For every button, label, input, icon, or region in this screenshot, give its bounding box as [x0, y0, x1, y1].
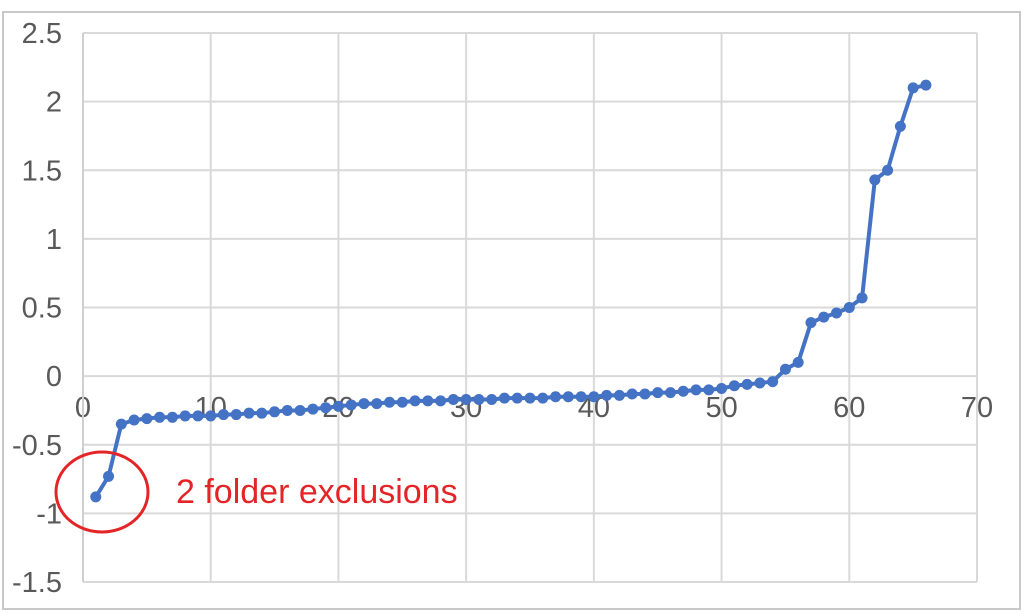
- data-point-marker: [205, 410, 217, 422]
- data-point-marker: [805, 317, 817, 329]
- y-axis-tick-label: 0: [46, 361, 62, 393]
- y-axis-tick-label: 2: [46, 87, 62, 119]
- data-point-marker: [166, 411, 178, 423]
- data-point-marker: [524, 392, 536, 404]
- data-point-marker: [243, 407, 255, 419]
- data-point-marker: [601, 389, 613, 401]
- data-point-marker: [894, 120, 906, 132]
- data-point-marker: [217, 409, 229, 421]
- data-point-marker: [856, 292, 868, 304]
- data-point-marker: [345, 399, 357, 411]
- annotation-ellipse: [54, 450, 150, 534]
- y-axis-tick-label: 1.5: [22, 155, 62, 187]
- annotation-label: 2 folder exclusions: [176, 473, 458, 511]
- data-point-marker: [141, 413, 153, 425]
- data-point-marker: [690, 384, 702, 396]
- x-axis-tick-label: 60: [833, 392, 865, 424]
- data-point-marker: [703, 384, 715, 396]
- data-point-marker: [332, 400, 344, 412]
- data-point-marker: [422, 395, 434, 407]
- data-point-marker: [371, 398, 383, 410]
- y-axis-tick-label: -0.5: [12, 430, 62, 462]
- data-point-marker: [818, 311, 830, 323]
- data-point-marker: [550, 391, 562, 403]
- data-point-marker: [831, 307, 843, 319]
- data-point-marker: [716, 382, 728, 394]
- data-point-marker: [435, 395, 447, 407]
- data-point-marker: [741, 378, 753, 390]
- data-point-marker: [115, 418, 127, 430]
- data-point-marker: [179, 410, 191, 422]
- data-point-marker: [779, 363, 791, 375]
- data-point-marker: [358, 398, 370, 410]
- data-point-marker: [652, 387, 664, 399]
- data-point-marker: [409, 395, 421, 407]
- data-point-marker: [575, 391, 587, 403]
- data-point-marker: [537, 392, 549, 404]
- data-point-marker: [626, 388, 638, 400]
- data-point-marker: [754, 377, 766, 389]
- y-axis-tick-label: -1.5: [12, 567, 62, 599]
- data-point-marker: [230, 409, 242, 421]
- data-point-marker: [384, 396, 396, 408]
- data-point-marker: [562, 391, 574, 403]
- x-axis-tick-label: 70: [961, 392, 993, 424]
- data-point-marker: [281, 404, 293, 416]
- data-point-marker: [588, 391, 600, 403]
- data-point-marker: [728, 380, 740, 392]
- data-point-marker: [639, 388, 651, 400]
- data-point-marker: [320, 402, 332, 414]
- data-point-marker: [511, 392, 523, 404]
- data-point-marker: [256, 407, 268, 419]
- data-point-marker: [460, 393, 472, 405]
- data-point-marker: [843, 302, 855, 313]
- series-line: [93, 83, 928, 499]
- data-point-marker: [447, 393, 459, 405]
- data-point-marker: [473, 393, 485, 405]
- data-point-marker: [486, 393, 498, 405]
- data-point-marker: [294, 404, 306, 416]
- data-point-marker: [869, 174, 881, 186]
- data-point-marker: [907, 82, 919, 94]
- data-point-marker: [128, 414, 140, 426]
- data-point-marker: [154, 411, 166, 423]
- data-point-marker: [792, 356, 804, 368]
- data-point-marker: [767, 376, 779, 388]
- data-point-marker: [498, 392, 510, 404]
- data-point-marker: [192, 410, 204, 422]
- data-point-marker: [103, 470, 115, 482]
- data-point-marker: [677, 385, 689, 397]
- data-point-marker: [882, 164, 894, 176]
- data-point-marker: [920, 79, 932, 91]
- y-axis-tick-label: 1: [46, 224, 62, 256]
- data-point-marker: [307, 403, 319, 415]
- data-point-marker: [613, 389, 625, 401]
- data-point-marker: [269, 406, 281, 418]
- y-axis-tick-label: 0.5: [22, 293, 62, 325]
- data-point-marker: [90, 491, 102, 503]
- x-axis-tick-label: 50: [705, 392, 737, 424]
- data-point-marker: [664, 387, 676, 399]
- data-point-marker: [396, 396, 408, 408]
- y-axis-tick-label: 2.5: [22, 18, 62, 50]
